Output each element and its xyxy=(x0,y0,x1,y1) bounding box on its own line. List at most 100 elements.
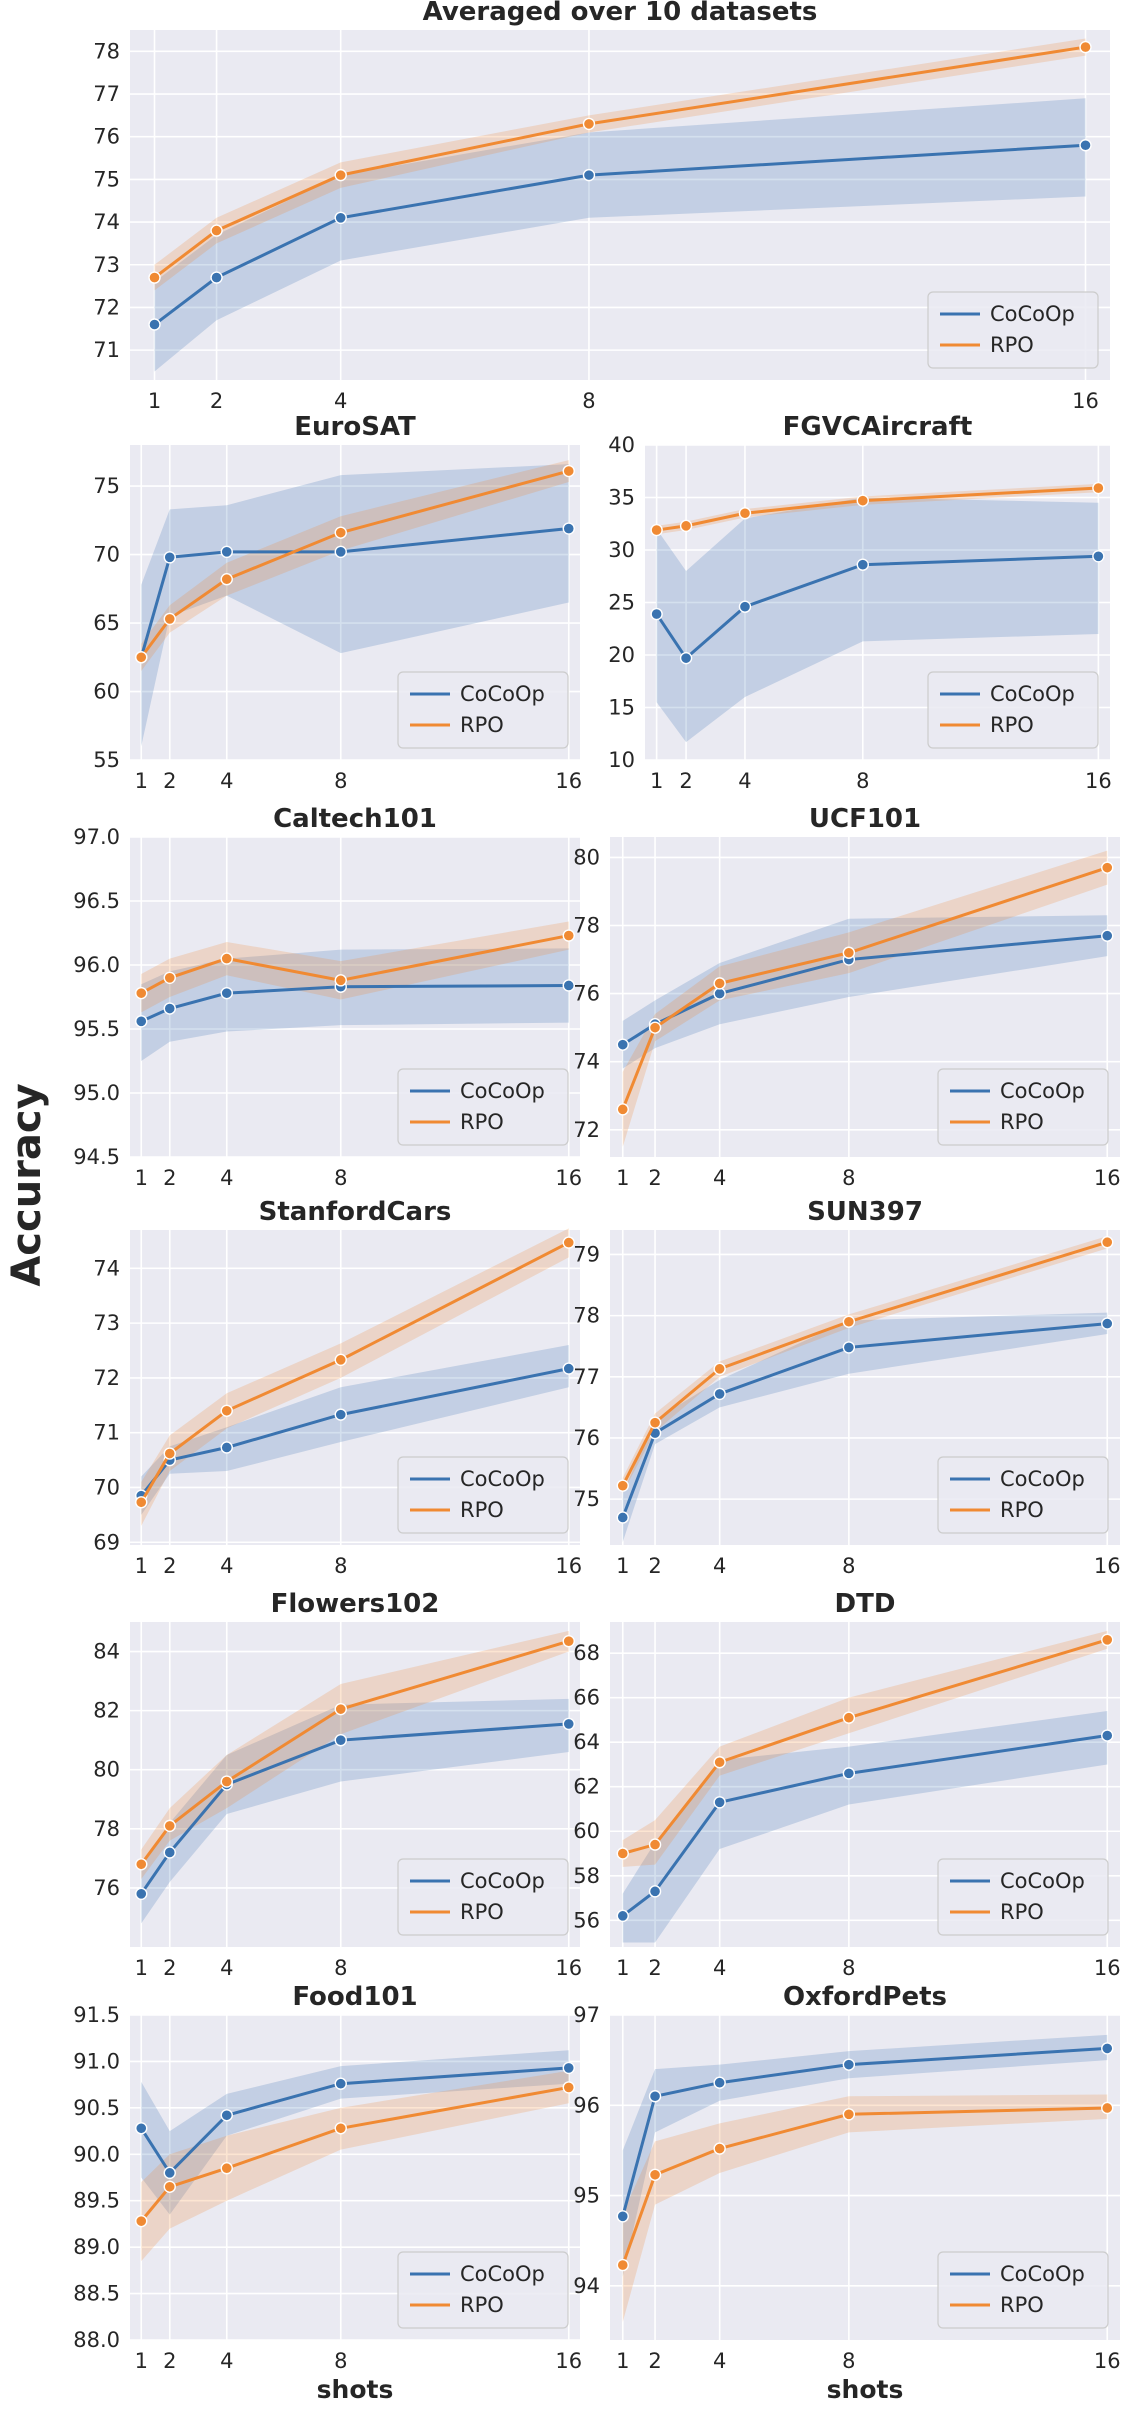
x-tick-label: 16 xyxy=(555,2349,582,2373)
x-tick-label: 8 xyxy=(856,769,869,793)
data-point-rpo xyxy=(713,1756,726,1769)
y-tick-label: 70 xyxy=(93,543,120,567)
y-tick-label: 72 xyxy=(573,1118,600,1142)
x-tick-label: 2 xyxy=(648,1166,661,1190)
x-tick-label: 2 xyxy=(163,2349,176,2373)
data-point-cocoop xyxy=(713,1796,726,1809)
data-point-cocoop xyxy=(562,979,575,992)
chart-title: Caltech101 xyxy=(273,804,437,834)
chart-title: UCF101 xyxy=(809,804,921,834)
figure-ylabel: Accuracy xyxy=(4,1083,50,1286)
data-point-cocoop xyxy=(1101,1729,1114,1742)
y-tick-label: 95 xyxy=(573,2184,600,2208)
legend-label: CoCoOp xyxy=(460,1869,545,1893)
chart-title: Food101 xyxy=(292,1982,417,2012)
data-point-cocoop xyxy=(616,2210,629,2223)
y-tick-label: 89.0 xyxy=(73,2235,120,2259)
y-tick-label: 94.5 xyxy=(73,1145,120,1169)
data-point-cocoop xyxy=(648,2090,662,2103)
x-tick-label: 4 xyxy=(738,769,751,793)
legend-label: CoCoOp xyxy=(1000,1079,1085,1103)
data-point-rpo xyxy=(210,224,223,237)
data-point-rpo xyxy=(220,1775,233,1788)
y-tick-label: 20 xyxy=(608,643,635,667)
y-tick-label: 74 xyxy=(573,1050,600,1074)
y-tick-label: 96.5 xyxy=(73,889,120,913)
y-tick-label: 74 xyxy=(93,210,120,234)
data-point-cocoop xyxy=(650,607,663,621)
data-point-rpo xyxy=(679,519,693,533)
y-tick-label: 30 xyxy=(608,538,635,562)
confidence-band-rpo xyxy=(141,1228,569,1526)
data-point-rpo xyxy=(1092,481,1105,495)
y-tick-label: 56 xyxy=(573,1908,600,1932)
data-point-rpo xyxy=(842,1711,856,1724)
confidence-band-rpo xyxy=(622,2094,1108,2322)
x-tick-label: 4 xyxy=(334,389,347,413)
x-tick-label: 1 xyxy=(135,1166,148,1190)
y-tick-label: 78 xyxy=(573,1304,600,1328)
data-point-rpo xyxy=(1101,2101,1114,2115)
x-tick-label: 4 xyxy=(713,1956,726,1980)
legend-label: CoCoOp xyxy=(460,1467,545,1491)
data-point-rpo xyxy=(842,946,856,959)
y-tick-label: 75 xyxy=(573,1487,600,1511)
panel-4: 1 2 4 8 16 72 74 76 78 80 UCF101 CoCoOp RPO xyxy=(573,804,1120,1190)
confidence-band-cocoop xyxy=(622,1711,1108,1943)
chart-title: EuroSAT xyxy=(294,412,416,442)
legend-label: CoCoOp xyxy=(460,2262,545,2286)
x-tick-label: 1 xyxy=(135,2349,148,2373)
confidence-band-rpo xyxy=(141,2070,569,2262)
data-point-rpo xyxy=(135,651,148,664)
data-point-cocoop xyxy=(163,1846,176,1859)
legend-label: CoCoOp xyxy=(1000,1869,1085,1893)
y-tick-label: 64 xyxy=(573,1730,600,1754)
chart-title: StanfordCars xyxy=(259,1197,452,1227)
legend-label: RPO xyxy=(460,2293,504,2317)
legend-box xyxy=(397,2251,569,2329)
x-tick-label: 8 xyxy=(842,1554,855,1578)
confidence-band-rpo xyxy=(656,483,1099,535)
panel-3: 1 2 4 8 16 94.5 95.0 95.5 96.0 96.5 97.0 Caltech101… xyxy=(73,804,582,1190)
confidence-band-rpo xyxy=(141,1630,569,1880)
panel-0: 1 2 4 8 16 71 72 73 74 75 76 77 78 Averaged over 10 d… xyxy=(93,0,1110,413)
data-point-rpo xyxy=(713,1362,726,1376)
chart-title: OxfordPets xyxy=(783,1982,947,2012)
y-tick-label: 80 xyxy=(573,845,600,869)
data-point-rpo xyxy=(135,1858,148,1871)
x-tick-label: 1 xyxy=(135,1554,148,1578)
data-point-cocoop xyxy=(842,1341,856,1354)
x-tick-label: 4 xyxy=(220,2349,233,2373)
x-tick-label: 2 xyxy=(163,1554,176,1578)
data-point-cocoop xyxy=(163,551,176,564)
y-tick-label: 89.5 xyxy=(73,2189,120,2213)
x-tick-label: 16 xyxy=(555,769,582,793)
data-point-cocoop xyxy=(562,2061,575,2075)
data-point-rpo xyxy=(334,974,347,987)
y-tick-label: 96.0 xyxy=(73,953,120,977)
y-tick-label: 91.0 xyxy=(73,2049,120,2073)
data-point-cocoop xyxy=(562,522,575,535)
y-tick-label: 74 xyxy=(93,1256,120,1280)
x-tick-label: 4 xyxy=(713,1554,726,1578)
data-point-rpo xyxy=(616,1103,629,1116)
data-point-rpo xyxy=(135,986,148,1000)
y-tick-label: 95.5 xyxy=(73,1017,120,1041)
legend-label: RPO xyxy=(1000,1498,1044,1522)
x-tick-label: 1 xyxy=(135,769,148,793)
data-point-cocoop xyxy=(562,1717,575,1731)
legend-label: RPO xyxy=(460,1900,504,1924)
data-point-cocoop xyxy=(582,168,596,182)
legend-label: RPO xyxy=(460,1110,504,1134)
data-point-cocoop xyxy=(334,1733,347,1747)
y-tick-label: 71 xyxy=(93,1421,120,1445)
data-point-rpo xyxy=(856,494,869,507)
data-point-cocoop xyxy=(220,545,233,559)
legend-label: RPO xyxy=(1000,1900,1044,1924)
data-point-rpo xyxy=(220,952,233,965)
legend-box xyxy=(397,1858,569,1936)
confidence-band-rpo xyxy=(154,38,1086,291)
data-point-cocoop xyxy=(210,271,223,284)
data-point-rpo xyxy=(616,1847,629,1860)
